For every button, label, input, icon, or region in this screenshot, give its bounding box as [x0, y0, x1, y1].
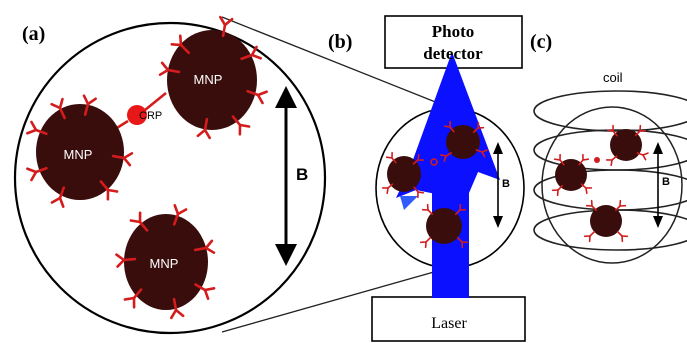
mnp-label-bottom: MNP	[150, 256, 179, 271]
mnp-particle-c3	[583, 199, 629, 243]
field-label-large: B	[296, 165, 308, 184]
mnp-particle-c1	[551, 153, 593, 197]
field-arrow-c	[653, 142, 663, 228]
coil-label: coil	[603, 70, 623, 85]
laser-label: Laser	[431, 315, 467, 332]
sample-circle-c	[541, 106, 683, 264]
field-label-b: B	[502, 178, 510, 190]
panel-c	[533, 90, 687, 264]
panel-label-b: (b)	[328, 31, 352, 53]
mnp-particle-b1	[381, 151, 425, 199]
mnp-particle-b2	[439, 120, 488, 162]
mnp-particle-c2	[605, 124, 649, 167]
panel-b	[371, 15, 526, 342]
mnp-particle-left	[26, 94, 134, 208]
photodetector-label-line2: detector	[423, 44, 483, 63]
field-label-c: B	[662, 176, 670, 188]
panel-a	[13, 15, 327, 335]
field-arrow-b	[493, 142, 503, 228]
photodetector-label-line1: Photo	[432, 22, 475, 41]
crp-label: CRP	[139, 110, 162, 122]
mnp-particle-top	[158, 15, 268, 140]
crp-molecule-b	[430, 158, 438, 166]
zoom-connector-top	[221, 16, 449, 108]
panel-label-c: (c)	[530, 31, 552, 53]
mnp-label-left: MNP	[64, 147, 93, 162]
crp-molecule-c	[594, 157, 600, 163]
mnp-particle-bottom	[115, 204, 216, 320]
field-arrow-large	[275, 86, 297, 266]
mnp-label-top: MNP	[194, 72, 223, 87]
zoom-connector-bottom	[221, 267, 449, 333]
panel-label-a: (a)	[22, 23, 45, 45]
mnp-particle-b3	[419, 203, 469, 249]
